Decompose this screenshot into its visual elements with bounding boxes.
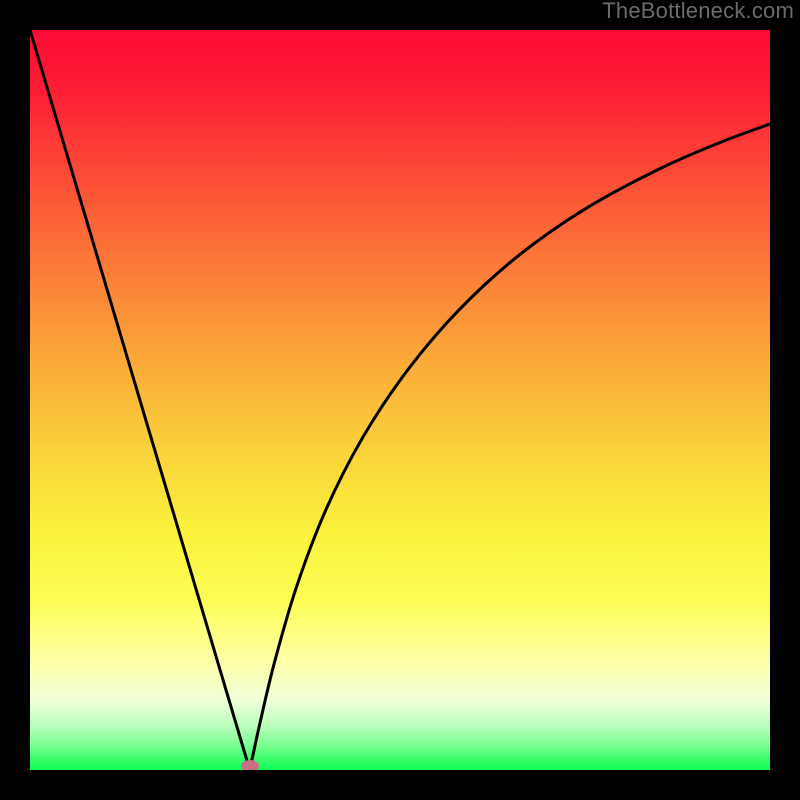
bottleneck-curve: [30, 30, 770, 770]
plot-border: [770, 0, 800, 800]
plot-area: [30, 30, 770, 770]
bottleneck-marker: [241, 760, 259, 770]
plot-border: [0, 0, 30, 800]
watermark: TheBottleneck.com: [602, 0, 794, 24]
plot-border: [0, 770, 800, 800]
